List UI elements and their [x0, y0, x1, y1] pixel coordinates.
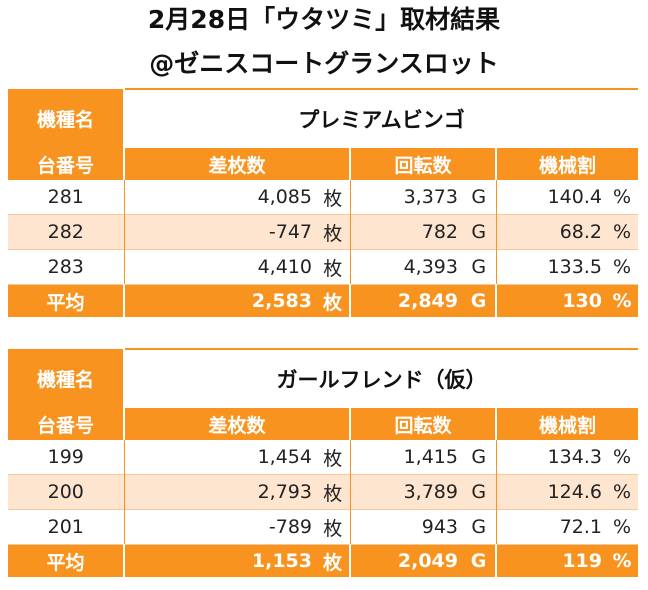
avg-payout-value: 119	[496, 544, 606, 577]
table-row: 199 1,454 枚 1,415 G 134.3 %	[8, 440, 639, 475]
avg-spins-value: 2,049	[350, 544, 462, 577]
average-label: 平均	[8, 544, 125, 577]
spins-value: 943	[350, 509, 462, 545]
unit-percent: %	[606, 284, 638, 317]
unit-games: G	[462, 440, 497, 475]
machine-no: 281	[8, 180, 125, 215]
unit-games: G	[462, 249, 497, 285]
spins-value: 1,415	[350, 440, 462, 475]
model-name: プレミアムビンゴ	[124, 88, 638, 148]
payout-value: 68.2	[496, 214, 606, 250]
unit-games: G	[462, 180, 497, 215]
diff-value: -747	[124, 214, 316, 250]
table-row: 201 -789 枚 943 G 72.1 %	[8, 509, 639, 545]
spins-value: 782	[350, 214, 462, 250]
col-header-spins: 回転数	[350, 408, 497, 440]
avg-diff-value: 1,153	[124, 544, 316, 577]
col-header-diff: 差枚数	[124, 148, 351, 180]
unit-percent: %	[606, 474, 639, 510]
machine-no: 283	[8, 249, 125, 285]
table-row: 200 2,793 枚 3,789 G 124.6 %	[8, 474, 639, 510]
unit-games: G	[462, 544, 497, 577]
unit-percent: %	[606, 180, 638, 215]
col-header-machine-no: 台番号	[8, 408, 125, 440]
page-title: 2月28日「ウタツミ」取材結果	[147, 5, 501, 34]
model-name: ガールフレンド（仮）	[124, 348, 639, 408]
table-row: 281 4,085 枚 3,373 G 140.4 %	[8, 180, 638, 215]
unit-percent: %	[606, 440, 639, 475]
unit-coins: 枚	[316, 544, 351, 577]
unit-percent: %	[606, 509, 639, 545]
model-header-row: 機種名 プレミアムビンゴ	[8, 88, 638, 148]
unit-coins: 枚	[316, 440, 351, 475]
column-header-row: 台番号 差枚数 回転数 機械割	[8, 148, 638, 180]
unit-games: G	[462, 284, 497, 317]
table-row: 283 4,410 枚 4,393 G 133.5 %	[8, 249, 638, 285]
machine-no: 200	[8, 474, 125, 510]
unit-coins: 枚	[316, 180, 351, 215]
avg-spins-value: 2,849	[350, 284, 462, 317]
table-row: 282 -747 枚 782 G 68.2 %	[8, 214, 638, 250]
unit-games: G	[462, 509, 497, 545]
machine-no: 199	[8, 440, 125, 475]
unit-coins: 枚	[316, 214, 351, 250]
model-label: 機種名	[8, 89, 125, 148]
model-header-row: 機種名 ガールフレンド（仮）	[8, 348, 639, 408]
page-subtitle-venue: @ゼニスコートグランスロット	[149, 49, 499, 78]
unit-percent: %	[606, 249, 638, 285]
unit-coins: 枚	[316, 284, 351, 317]
results-table-1: 機種名 プレミアムビンゴ 台番号 差枚数 回転数 機械割 281 4,085 枚…	[8, 88, 638, 317]
payout-value: 140.4	[496, 180, 606, 215]
machine-no: 282	[8, 214, 125, 250]
average-row: 平均 1,153 枚 2,049 G 119 %	[8, 544, 639, 577]
col-header-machine-no: 台番号	[8, 148, 125, 180]
spins-value: 4,393	[350, 249, 462, 285]
unit-coins: 枚	[316, 474, 351, 510]
machine-no: 201	[8, 509, 125, 545]
col-header-spins: 回転数	[350, 148, 497, 180]
spins-value: 3,373	[350, 180, 462, 215]
diff-value: -789	[124, 509, 316, 545]
results-table-2: 機種名 ガールフレンド（仮） 台番号 差枚数 回転数 機械割 199 1,454…	[8, 348, 639, 577]
diff-value: 4,410	[124, 249, 316, 285]
diff-value: 2,793	[124, 474, 316, 510]
avg-diff-value: 2,583	[124, 284, 316, 317]
col-header-payout: 機械割	[496, 148, 638, 180]
payout-value: 134.3	[496, 440, 606, 475]
unit-games: G	[462, 214, 497, 250]
payout-value: 124.6	[496, 474, 606, 510]
model-label: 機種名	[8, 349, 125, 408]
unit-games: G	[462, 474, 497, 510]
average-row: 平均 2,583 枚 2,849 G 130 %	[8, 284, 638, 317]
col-header-diff: 差枚数	[124, 408, 351, 440]
spins-value: 3,789	[350, 474, 462, 510]
unit-coins: 枚	[316, 249, 351, 285]
payout-value: 72.1	[496, 509, 606, 545]
payout-value: 133.5	[496, 249, 606, 285]
unit-percent: %	[606, 214, 638, 250]
column-header-row: 台番号 差枚数 回転数 機械割	[8, 408, 639, 440]
diff-value: 1,454	[124, 440, 316, 475]
average-label: 平均	[8, 284, 125, 317]
diff-value: 4,085	[124, 180, 316, 215]
unit-percent: %	[606, 544, 639, 577]
avg-payout-value: 130	[496, 284, 606, 317]
unit-coins: 枚	[316, 509, 351, 545]
col-header-payout: 機械割	[496, 408, 639, 440]
